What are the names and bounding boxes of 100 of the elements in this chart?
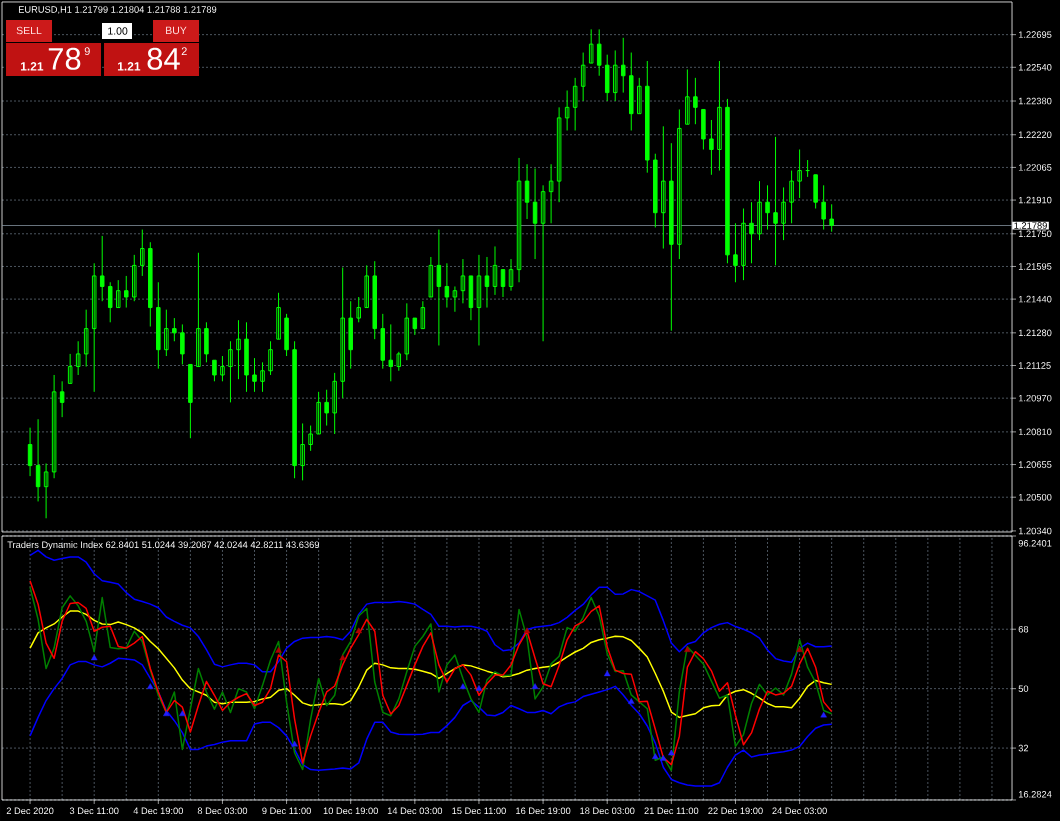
candlestick [580, 52, 586, 102]
y-tick-label: 1.21125 [1018, 362, 1051, 369]
y-tick-label: 50 [1018, 685, 1029, 692]
y-tick-label: 68 [1018, 625, 1029, 633]
candlestick [741, 208, 746, 281]
candlestick [292, 340, 297, 479]
candlestick [484, 256, 490, 309]
annotation: 1.21 [117, 62, 141, 71]
candlestick [35, 418, 41, 502]
y-tick-label: 1.20810 [1018, 428, 1052, 436]
x-tick-label: 4 Dec 19:00 [133, 807, 184, 815]
x-tick-label: 14 Dec 03:00 [387, 807, 443, 815]
y-tick-label: 1.22540 [1018, 64, 1052, 71]
candlestick [348, 300, 353, 370]
candlestick [508, 258, 514, 292]
x-tick-label: 24 Dec 03:00 [772, 807, 827, 815]
annotation: 1.21 [20, 62, 44, 71]
candlestick [380, 313, 386, 370]
candlestick [244, 321, 249, 393]
candlestick [140, 229, 145, 277]
candlestick [236, 319, 241, 380]
candlestick [645, 60, 650, 174]
candlestick [524, 163, 530, 220]
candlestick [717, 60, 722, 172]
candlestick [284, 313, 289, 357]
candlestick [733, 222, 738, 283]
y-tick-label: 1.22380 [1018, 97, 1052, 105]
candlestick [612, 49, 618, 102]
candlestick [669, 142, 674, 332]
candlestick [228, 340, 233, 403]
candlestick [460, 258, 466, 304]
y-tick-label: 1.21595 [1018, 263, 1052, 270]
candlestick [332, 372, 337, 435]
candlestick [180, 323, 185, 365]
chart-title: EURUSD,H1 1.21799 1.21804 1.21788 1.21789 [18, 6, 217, 14]
candlestick [156, 281, 161, 370]
candlestick [212, 359, 217, 382]
candlestick [372, 260, 378, 340]
candlestick [596, 28, 602, 77]
x-tick-label: 21 Dec 11:00 [644, 807, 699, 815]
annotation: 2 [181, 47, 187, 55]
annotation: BUY [166, 26, 187, 35]
candlestick [765, 184, 770, 231]
candlestick [500, 269, 506, 298]
candlestick [805, 159, 810, 178]
candlestick [91, 262, 97, 393]
ref-line-label: 1.21789 [1014, 222, 1047, 229]
candlestick [629, 52, 634, 132]
candlestick [412, 317, 418, 336]
candlestick [404, 302, 410, 361]
candlestick [364, 264, 369, 309]
x-tick-label: 2 Dec 2020 [6, 807, 54, 815]
candlestick [757, 180, 762, 241]
candlestick [572, 77, 578, 132]
candlestick [685, 68, 690, 125]
candlestick [396, 351, 402, 372]
candlestick [324, 389, 329, 427]
y-tick-label: 32 [1018, 744, 1029, 752]
candlestick [781, 186, 786, 241]
annotation: 1.00 [108, 27, 128, 35]
candlestick [99, 235, 105, 302]
y-tick-label: 96.2401 [1018, 540, 1052, 547]
x-tick-label: 15 Dec 11:00 [452, 807, 506, 815]
text: Traders Dynamic Index 62.8401 51.0244 39.2087 42.0244 42.8211 43.6369 [7, 541, 320, 550]
annotation: 78 [48, 47, 81, 70]
y-tick-label: 16.2824 [1018, 791, 1052, 798]
y-tick-label: 1.21440 [1018, 295, 1052, 303]
candlestick [148, 241, 153, 328]
candlestick [123, 275, 129, 309]
candlestick [797, 149, 802, 199]
candlestick [388, 323, 394, 382]
y-tick-label: 1.20500 [1018, 493, 1052, 501]
candlestick [653, 153, 658, 228]
candlestick [59, 380, 65, 418]
y-tick-label: 1.20340 [1018, 527, 1052, 535]
y-tick-label: 1.21750 [1018, 230, 1052, 238]
candlestick [661, 125, 666, 250]
candlestick [540, 184, 546, 342]
x-tick-label: 10 Dec 19:00 [323, 807, 378, 815]
candlestick [476, 254, 482, 346]
candlestick [492, 245, 498, 296]
candlestick [132, 254, 137, 302]
x-tick-label: 9 Dec 11:00 [262, 807, 311, 815]
candlestick [428, 256, 434, 298]
candlestick [196, 252, 201, 368]
y-tick-label: 1.22065 [1018, 164, 1052, 171]
y-tick-label: 1.21910 [1018, 196, 1052, 204]
annotation: 9 [84, 47, 90, 56]
candlestick [637, 77, 642, 115]
candlestick [83, 309, 89, 368]
candlestick [300, 422, 305, 481]
candlestick [67, 353, 73, 384]
candlestick [436, 229, 442, 346]
candlestick [548, 163, 554, 224]
y-tick-label: 1.20655 [1018, 461, 1052, 468]
candlestick [172, 317, 177, 342]
annotation: 84 [147, 47, 180, 70]
candlestick [43, 462, 49, 519]
candlestick [532, 167, 538, 260]
x-tick-label: 3 Dec 11:00 [69, 807, 119, 815]
